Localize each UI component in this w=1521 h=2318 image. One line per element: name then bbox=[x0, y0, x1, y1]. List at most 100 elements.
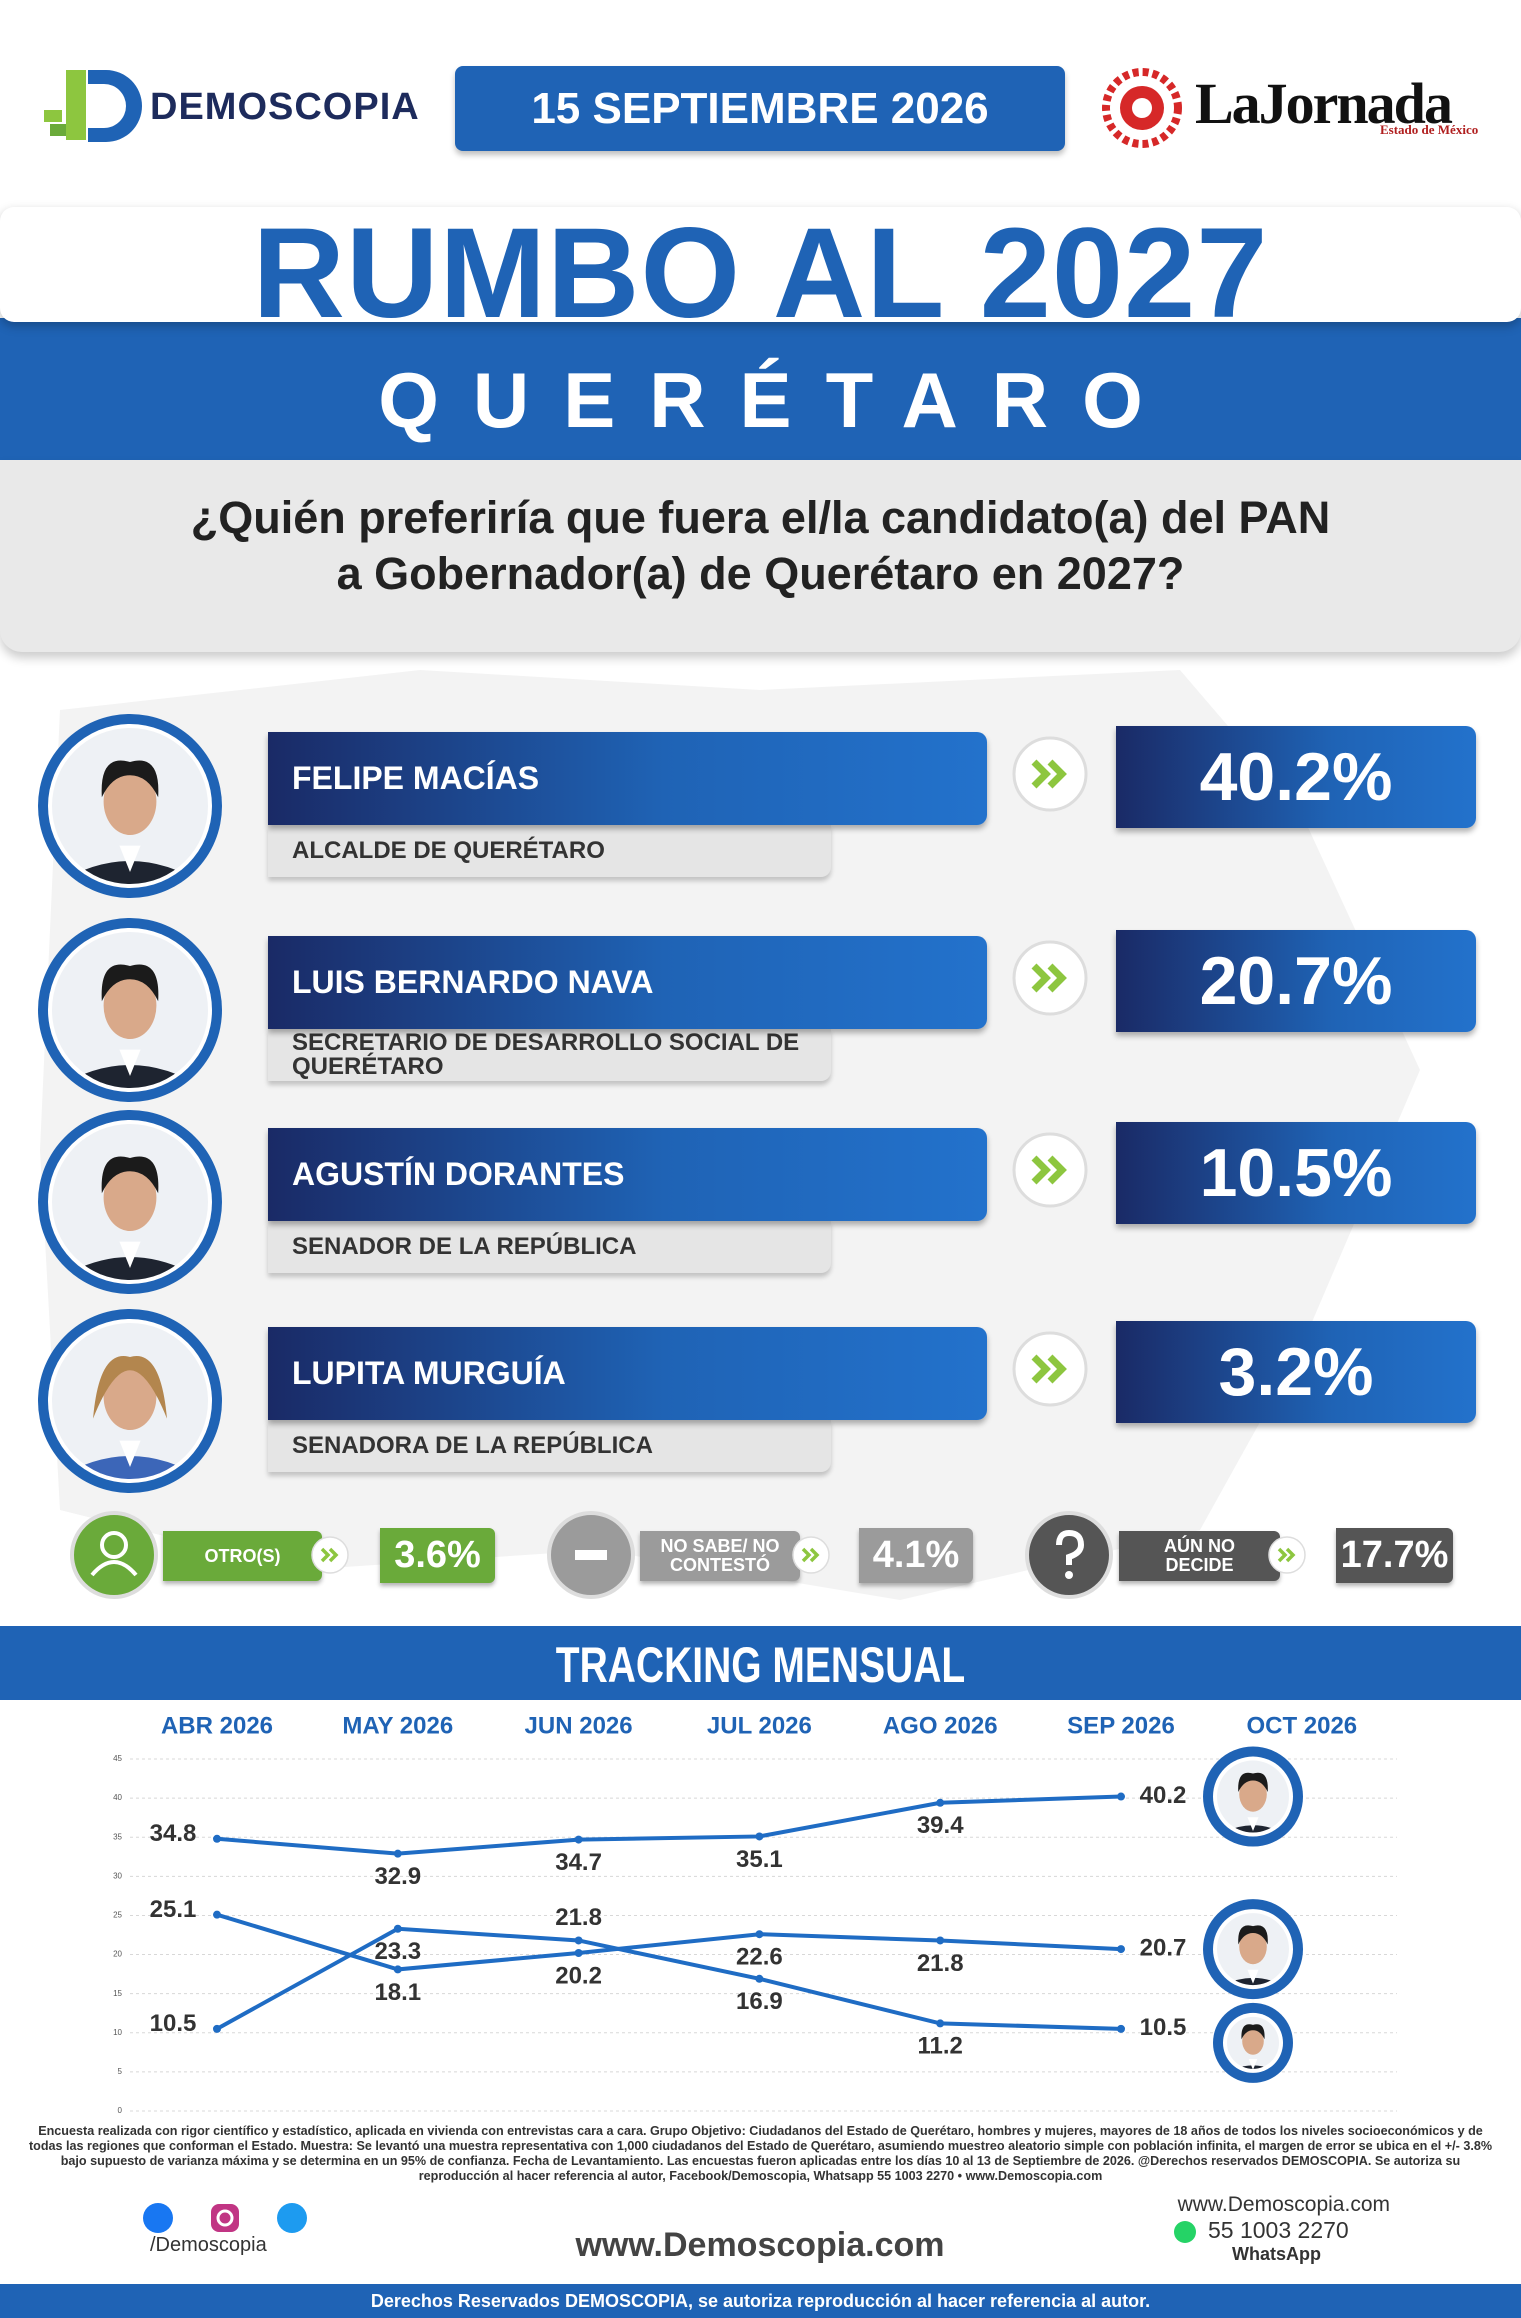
point bbox=[213, 1834, 221, 1843]
candidate-photo bbox=[38, 714, 222, 898]
question-box bbox=[0, 460, 1521, 652]
social-icons bbox=[143, 2203, 307, 2233]
candidate-photo bbox=[38, 1110, 222, 1294]
partner-logo bbox=[1102, 68, 1182, 148]
candidate-photo bbox=[1203, 1746, 1303, 1847]
brand-logo bbox=[44, 70, 142, 142]
social-handle: /Demoscopia bbox=[150, 2234, 267, 2256]
candidate-result: 10.5% bbox=[1116, 1122, 1476, 1224]
contact-website: www.Demoscopia.com bbox=[1177, 2193, 1390, 2216]
data-label: 20.7 bbox=[1140, 1934, 1187, 1961]
point bbox=[1117, 2024, 1125, 2033]
tracking-band bbox=[0, 1626, 1521, 1700]
point bbox=[936, 2019, 945, 2028]
series-line bbox=[216, 1794, 1122, 1856]
arrow-icon bbox=[792, 1536, 830, 1574]
point bbox=[574, 1936, 583, 1945]
arrow-icon bbox=[1268, 1536, 1306, 1574]
point bbox=[936, 1798, 945, 1807]
data-label: 11.2 bbox=[918, 2033, 963, 2060]
x-tick-label: JUN 2026 bbox=[525, 1712, 633, 1739]
candidate-photo bbox=[1213, 2002, 1293, 2083]
other-result: 3.6% bbox=[380, 1528, 495, 1583]
candidate-name: FELIPE MACÍAS bbox=[268, 732, 987, 825]
data-label: 21.8 bbox=[917, 1950, 964, 1977]
candidate-result: 3.2% bbox=[1116, 1321, 1476, 1423]
point bbox=[936, 1936, 945, 1945]
series-line bbox=[216, 1912, 1122, 1972]
candidate-name: AGUSTÍN DORANTES bbox=[268, 1128, 987, 1221]
data-label: 10.5 bbox=[150, 2010, 197, 2037]
point bbox=[1117, 1792, 1125, 1801]
data-label: 32.9 bbox=[374, 1863, 421, 1890]
brand-name: DEMOSCOPIA bbox=[150, 86, 420, 128]
title-band bbox=[0, 207, 1521, 322]
question-line: a Gobernador(a) de Querétaro en 2027? bbox=[336, 548, 1185, 599]
point bbox=[574, 1948, 583, 1957]
candidate-role: ALCALDE DE QUERÉTARO bbox=[268, 825, 831, 877]
title: RUMBO AL 2027 bbox=[252, 202, 1269, 345]
partner-region: Estado de México bbox=[1380, 122, 1479, 137]
data-label: 10.5 bbox=[1140, 2014, 1187, 2041]
y-tick-label: 40 bbox=[113, 1793, 122, 1802]
other-result: 4.1% bbox=[859, 1528, 973, 1583]
other-icon bbox=[1025, 1511, 1113, 1599]
data-label: 40.2 bbox=[1140, 1782, 1187, 1809]
candidate-photo bbox=[38, 1309, 222, 1493]
candidate-photo bbox=[1203, 1899, 1303, 2000]
rights-bar: Derechos Reservados DEMOSCOPIA, se autor… bbox=[0, 2284, 1521, 2318]
point bbox=[393, 1924, 402, 1933]
point bbox=[393, 1849, 402, 1858]
date-badge: 15 SEPTIEMBRE 2026 bbox=[455, 66, 1065, 151]
other-label: NO SABE/ NO CONTESTÓ bbox=[640, 1531, 800, 1581]
x-tick-label: ABR 2026 bbox=[161, 1712, 273, 1739]
candidate-photo bbox=[38, 918, 222, 1102]
x-tick-label: SEP 2026 bbox=[1067, 1712, 1175, 1739]
arrow-icon bbox=[311, 1536, 349, 1574]
x-tick-label: OCT 2026 bbox=[1246, 1712, 1357, 1739]
y-tick-label: 10 bbox=[113, 2028, 122, 2037]
methodology: Encuesta realizada con rigor científico … bbox=[28, 2124, 1493, 2183]
tracking-title: TRACKING MENSUAL bbox=[555, 1637, 966, 1693]
y-tick-label: 35 bbox=[113, 1832, 122, 1841]
tracking-chart: ABR 2026 MAY 2026 JUN 2026 JUL 2026 AGO 2026… bbox=[113, 1712, 1397, 2115]
other-result: 17.7% bbox=[1336, 1528, 1453, 1583]
y-tick-label: 45 bbox=[113, 1754, 122, 1763]
whatsapp-icon bbox=[1174, 2221, 1196, 2243]
arrow-icon bbox=[1012, 736, 1088, 812]
state-band bbox=[0, 318, 1521, 460]
point bbox=[574, 1835, 583, 1844]
website: www.Demoscopia.com bbox=[575, 2226, 945, 2264]
x-tick-label: JUL 2026 bbox=[707, 1712, 812, 1739]
point bbox=[213, 2024, 221, 2033]
y-tick-label: 20 bbox=[113, 1950, 122, 1959]
data-label: 18.1 bbox=[374, 1979, 421, 2006]
point bbox=[755, 1832, 764, 1841]
state: QUERÉTARO bbox=[378, 356, 1177, 444]
point bbox=[1117, 1945, 1125, 1954]
candidate-result: 20.7% bbox=[1116, 930, 1476, 1032]
data-label: 20.2 bbox=[555, 1962, 602, 1989]
data-label: 23.3 bbox=[374, 1938, 421, 1965]
arrow-icon bbox=[1012, 940, 1088, 1016]
x-tick-label: AGO 2026 bbox=[883, 1712, 998, 1739]
other-label: OTRO(S) bbox=[163, 1531, 322, 1581]
arrow-icon bbox=[1012, 1331, 1088, 1407]
data-label: 35.1 bbox=[736, 1846, 783, 1873]
y-tick-label: 30 bbox=[113, 1871, 122, 1880]
other-label: AÚN NO DECIDE bbox=[1119, 1531, 1280, 1581]
phone-label: WhatsApp bbox=[1232, 2244, 1321, 2264]
point bbox=[755, 1974, 764, 1983]
partner-name: LaJornada bbox=[1195, 71, 1453, 136]
candidate-name: LUPITA MURGUÍA bbox=[268, 1327, 987, 1420]
series-line bbox=[216, 1926, 1122, 2031]
y-tick-label: 5 bbox=[118, 2067, 123, 2076]
data-label: 22.6 bbox=[736, 1944, 783, 1971]
phone: 55 1003 2270 bbox=[1208, 2217, 1349, 2243]
data-label: 21.8 bbox=[555, 1904, 602, 1931]
point bbox=[755, 1930, 764, 1939]
arrow-icon bbox=[1012, 1132, 1088, 1208]
data-label: 25.1 bbox=[150, 1896, 197, 1923]
candidate-role: SENADOR DE LA REPÚBLICA bbox=[268, 1221, 831, 1273]
